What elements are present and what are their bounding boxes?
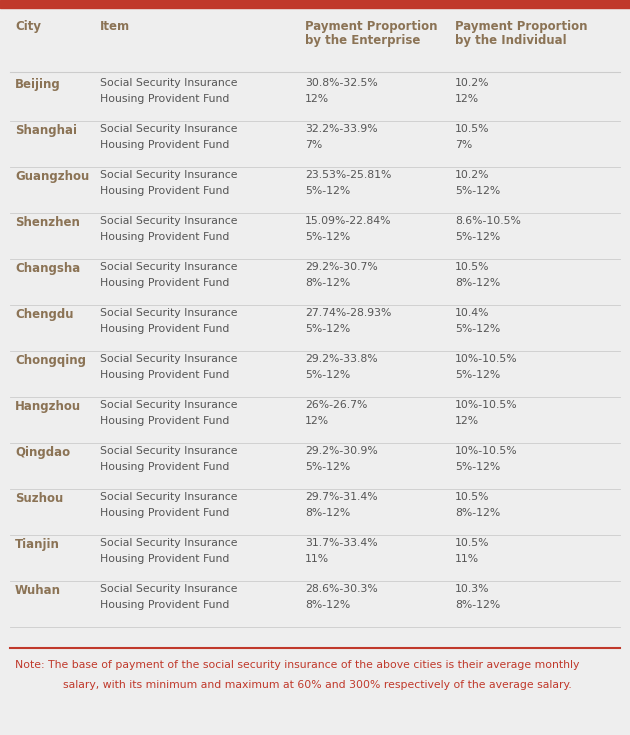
Text: 10.2%: 10.2%: [455, 170, 490, 180]
Text: Social Security Insurance: Social Security Insurance: [100, 446, 238, 456]
Text: by the Enterprise: by the Enterprise: [305, 34, 420, 47]
Text: 8%-12%: 8%-12%: [455, 508, 500, 518]
Text: 5%-12%: 5%-12%: [305, 324, 350, 334]
Text: 5%-12%: 5%-12%: [455, 232, 500, 242]
Text: 10.2%: 10.2%: [455, 78, 490, 88]
Text: 12%: 12%: [305, 416, 329, 426]
Text: 10.4%: 10.4%: [455, 308, 490, 318]
Text: Payment Proportion: Payment Proportion: [305, 20, 437, 33]
Text: Chongqing: Chongqing: [15, 354, 86, 367]
Bar: [0, 0, 630, 8]
Text: 28.6%-30.3%: 28.6%-30.3%: [305, 584, 378, 594]
Text: 5%-12%: 5%-12%: [305, 186, 350, 196]
Text: 8%-12%: 8%-12%: [305, 600, 350, 610]
Text: 12%: 12%: [305, 94, 329, 104]
Text: 5%-12%: 5%-12%: [455, 324, 500, 334]
Text: 29.2%-33.8%: 29.2%-33.8%: [305, 354, 377, 364]
Text: Social Security Insurance: Social Security Insurance: [100, 538, 238, 548]
Text: Social Security Insurance: Social Security Insurance: [100, 354, 238, 364]
Text: Tianjin: Tianjin: [15, 538, 60, 551]
Text: 5%-12%: 5%-12%: [455, 370, 500, 380]
Text: Housing Provident Fund: Housing Provident Fund: [100, 508, 229, 518]
Text: Qingdao: Qingdao: [15, 446, 70, 459]
Text: 8%-12%: 8%-12%: [455, 600, 500, 610]
Text: Housing Provident Fund: Housing Provident Fund: [100, 278, 229, 288]
Text: 5%-12%: 5%-12%: [305, 232, 350, 242]
Text: Chengdu: Chengdu: [15, 308, 74, 321]
Text: 10%-10.5%: 10%-10.5%: [455, 446, 518, 456]
Text: Hangzhou: Hangzhou: [15, 400, 81, 413]
Text: 5%-12%: 5%-12%: [455, 462, 500, 472]
Text: 10.3%: 10.3%: [455, 584, 490, 594]
Text: 15.09%-22.84%: 15.09%-22.84%: [305, 216, 391, 226]
Text: 10.5%: 10.5%: [455, 492, 490, 502]
Text: Housing Provident Fund: Housing Provident Fund: [100, 600, 229, 610]
Text: Social Security Insurance: Social Security Insurance: [100, 78, 238, 88]
Text: Housing Provident Fund: Housing Provident Fund: [100, 186, 229, 196]
Text: Housing Provident Fund: Housing Provident Fund: [100, 416, 229, 426]
Text: Shanghai: Shanghai: [15, 124, 77, 137]
Text: Social Security Insurance: Social Security Insurance: [100, 492, 238, 502]
Text: 10.5%: 10.5%: [455, 538, 490, 548]
Text: Social Security Insurance: Social Security Insurance: [100, 308, 238, 318]
Text: Social Security Insurance: Social Security Insurance: [100, 170, 238, 180]
Text: 30.8%-32.5%: 30.8%-32.5%: [305, 78, 378, 88]
Text: 11%: 11%: [305, 554, 329, 564]
Text: 5%-12%: 5%-12%: [455, 186, 500, 196]
Text: 10.5%: 10.5%: [455, 262, 490, 272]
Text: 11%: 11%: [455, 554, 479, 564]
Text: 29.2%-30.7%: 29.2%-30.7%: [305, 262, 378, 272]
Text: Item: Item: [100, 20, 130, 33]
Text: by the Individual: by the Individual: [455, 34, 566, 47]
Text: Wuhan: Wuhan: [15, 584, 61, 597]
Text: 8%-12%: 8%-12%: [305, 278, 350, 288]
Text: Social Security Insurance: Social Security Insurance: [100, 262, 238, 272]
Text: 29.2%-30.9%: 29.2%-30.9%: [305, 446, 378, 456]
Text: Social Security Insurance: Social Security Insurance: [100, 400, 238, 410]
Text: Housing Provident Fund: Housing Provident Fund: [100, 370, 229, 380]
Text: 7%: 7%: [305, 140, 323, 150]
Text: 10.5%: 10.5%: [455, 124, 490, 134]
Text: Beijing: Beijing: [15, 78, 60, 91]
Text: salary, with its minimum and maximum at 60% and 300% respectively of the average: salary, with its minimum and maximum at …: [35, 680, 572, 690]
Text: 5%-12%: 5%-12%: [305, 370, 350, 380]
Text: Social Security Insurance: Social Security Insurance: [100, 216, 238, 226]
Text: 5%-12%: 5%-12%: [305, 462, 350, 472]
Text: 32.2%-33.9%: 32.2%-33.9%: [305, 124, 377, 134]
Text: Suzhou: Suzhou: [15, 492, 63, 505]
Text: Housing Provident Fund: Housing Provident Fund: [100, 554, 229, 564]
Text: 23.53%-25.81%: 23.53%-25.81%: [305, 170, 391, 180]
Text: Housing Provident Fund: Housing Provident Fund: [100, 462, 229, 472]
Text: Housing Provident Fund: Housing Provident Fund: [100, 324, 229, 334]
Text: Housing Provident Fund: Housing Provident Fund: [100, 94, 229, 104]
Text: Shenzhen: Shenzhen: [15, 216, 80, 229]
Text: 29.7%-31.4%: 29.7%-31.4%: [305, 492, 377, 502]
Text: Payment Proportion: Payment Proportion: [455, 20, 588, 33]
Text: City: City: [15, 20, 41, 33]
Text: Note: The base of payment of the social security insurance of the above cities i: Note: The base of payment of the social …: [15, 660, 580, 670]
Text: Changsha: Changsha: [15, 262, 80, 275]
Text: 10%-10.5%: 10%-10.5%: [455, 354, 518, 364]
Text: 31.7%-33.4%: 31.7%-33.4%: [305, 538, 377, 548]
Text: Social Security Insurance: Social Security Insurance: [100, 124, 238, 134]
Text: 7%: 7%: [455, 140, 472, 150]
Text: 12%: 12%: [455, 94, 479, 104]
Text: Housing Provident Fund: Housing Provident Fund: [100, 140, 229, 150]
Text: 8.6%-10.5%: 8.6%-10.5%: [455, 216, 521, 226]
Text: 26%-26.7%: 26%-26.7%: [305, 400, 367, 410]
Text: 8%-12%: 8%-12%: [455, 278, 500, 288]
Text: 8%-12%: 8%-12%: [305, 508, 350, 518]
Text: Social Security Insurance: Social Security Insurance: [100, 584, 238, 594]
Text: 12%: 12%: [455, 416, 479, 426]
Text: Housing Provident Fund: Housing Provident Fund: [100, 232, 229, 242]
Text: 27.74%-28.93%: 27.74%-28.93%: [305, 308, 391, 318]
Text: 10%-10.5%: 10%-10.5%: [455, 400, 518, 410]
Text: Guangzhou: Guangzhou: [15, 170, 89, 183]
